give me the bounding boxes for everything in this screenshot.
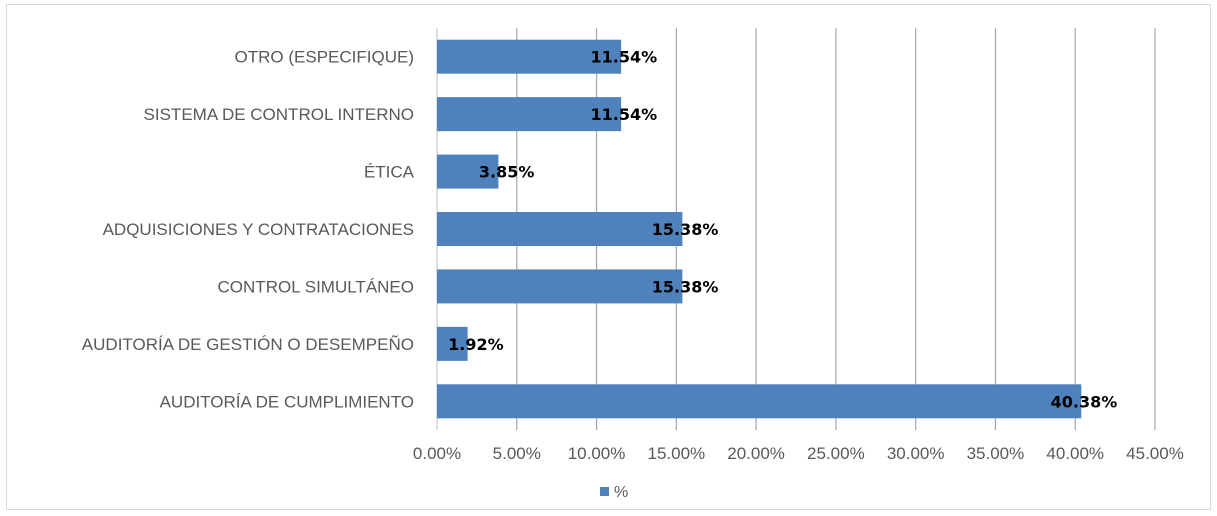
category-label: SISTEMA DE CONTROL INTERNO bbox=[144, 105, 414, 124]
x-tick-label: 15.00% bbox=[647, 444, 705, 463]
chart-frame bbox=[6, 4, 1211, 510]
x-tick-label: 5.00% bbox=[493, 444, 541, 463]
data-label: 3.85% bbox=[479, 163, 535, 182]
bar bbox=[437, 97, 622, 132]
data-label: 1.92% bbox=[448, 335, 504, 354]
bar bbox=[437, 212, 683, 246]
data-labels: 40.38% 1.92% 15.38% 15.38% 3.85% 11.54% 11.54% bbox=[448, 48, 1117, 412]
category-label: CONTROL SIMULTÁNEO bbox=[218, 277, 414, 296]
data-label: 15.38% bbox=[652, 277, 719, 296]
x-tick-label: 0.00% bbox=[413, 444, 461, 463]
bars bbox=[437, 39, 1082, 419]
data-label: 40.38% bbox=[1051, 392, 1118, 411]
bar bbox=[437, 39, 622, 74]
x-tick-label: 45.00% bbox=[1126, 444, 1184, 463]
x-tick-label: 35.00% bbox=[967, 444, 1025, 463]
category-label: OTRO (ESPECIFIQUE) bbox=[235, 48, 414, 67]
bar bbox=[437, 384, 1082, 419]
x-tick-label: 20.00% bbox=[727, 444, 785, 463]
category-labels: AUDITORÍA DE CUMPLIMIENTO AUDITORÍA DE GE… bbox=[82, 48, 415, 412]
x-tick-label: 10.00% bbox=[568, 444, 626, 463]
legend: % bbox=[600, 484, 628, 501]
category-label: ADQUISICIONES Y CONTRATACIONES bbox=[103, 220, 414, 239]
data-label: 15.38% bbox=[652, 220, 719, 239]
x-tick-label: 30.00% bbox=[887, 444, 945, 463]
category-label: AUDITORÍA DE GESTIÓN O DESEMPEÑO bbox=[82, 335, 414, 354]
bar bbox=[437, 326, 468, 361]
x-tick-label: 25.00% bbox=[807, 444, 865, 463]
bar bbox=[437, 154, 499, 189]
data-label: 11.54% bbox=[590, 105, 657, 124]
x-tick-label: 40.00% bbox=[1046, 444, 1104, 463]
bar bbox=[437, 269, 683, 304]
category-label: AUDITORÍA DE CUMPLIMIENTO bbox=[160, 392, 414, 411]
data-label: 11.54% bbox=[590, 48, 657, 67]
legend-swatch bbox=[600, 487, 609, 496]
x-axis-tick-labels: 0.00% 5.00% 10.00% 15.00% 20.00% 25.00% 30.00%… bbox=[413, 444, 1184, 463]
gridlines bbox=[436, 28, 1156, 430]
legend-label: % bbox=[614, 484, 628, 501]
category-label: ÉTICA bbox=[364, 163, 415, 182]
